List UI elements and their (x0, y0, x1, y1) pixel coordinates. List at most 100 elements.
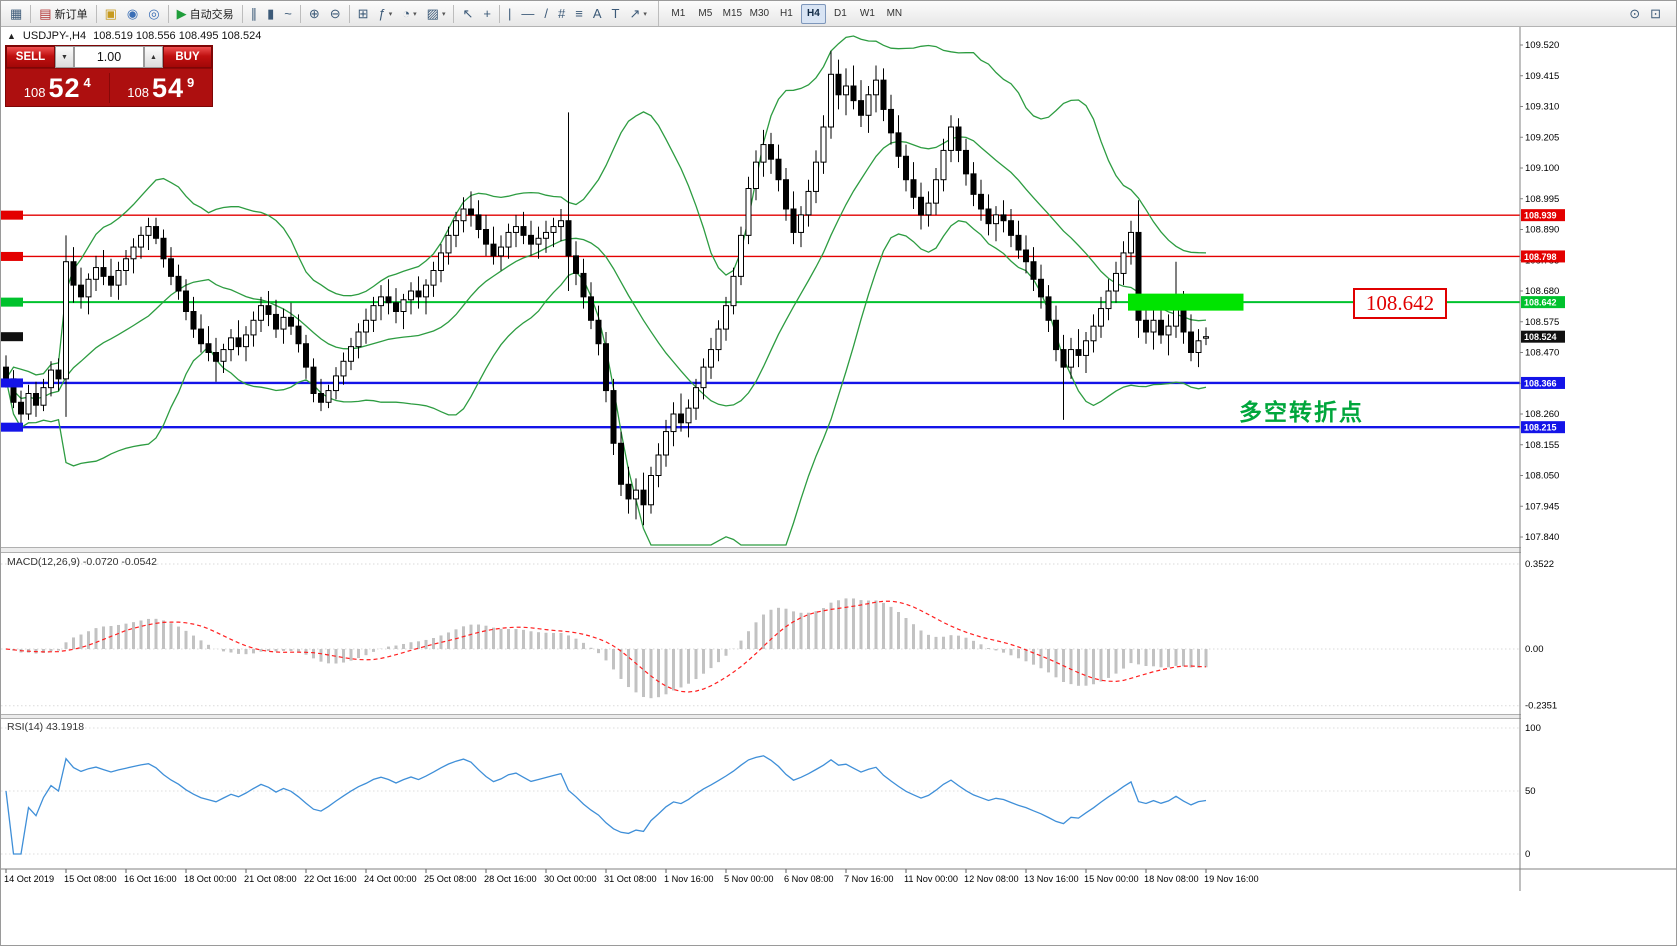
svg-text:12 Nov 08:00: 12 Nov 08:00 (964, 874, 1019, 884)
svg-text:108.155: 108.155 (1525, 440, 1559, 451)
arrows-tool-button[interactable]: ↗ ▾ (624, 3, 651, 25)
svg-text:109.520: 109.520 (1525, 40, 1559, 51)
chevron-up-icon: ▲ (150, 53, 157, 61)
label-tool-button[interactable]: T (607, 3, 625, 25)
search-button[interactable]: ⊙ (1624, 3, 1645, 25)
volume-decrease-button[interactable]: ▼ (55, 46, 74, 68)
indicators-list-icon: ƒ (378, 6, 386, 21)
symbol-title: USDJPY-,H4 (22, 30, 87, 42)
profiles-icon: ◉ (126, 6, 139, 21)
fibonacci-tool-icon: ≡ (575, 6, 583, 21)
price-callout[interactable]: 108.642 (1353, 288, 1447, 319)
buy-price-quote[interactable]: 108 54 9 (110, 73, 213, 102)
zoom-out-icon: ⊖ (329, 6, 341, 21)
new-order-icon: ▤ (39, 6, 52, 21)
buy-price-big-figure: 54 (151, 73, 184, 103)
toolbar-separator (167, 4, 169, 23)
profiles-button[interactable]: ◉ (122, 3, 143, 25)
buy-button[interactable]: BUY (163, 46, 212, 68)
pivot-annotation[interactable]: 多空转折点 (1239, 400, 1364, 425)
rsi-indicator (1, 727, 1520, 855)
svg-text:6 Nov 08:00: 6 Nov 08:00 (784, 874, 834, 884)
quote-divider (108, 72, 110, 103)
sell-price-prefix: 108 (23, 85, 46, 100)
price-axis[interactable]: 109.520 109.415 109.310 109.205 109.100 108.9… (1519, 27, 1677, 891)
timeframe-h4-button[interactable]: H4 (800, 3, 826, 24)
svg-text:109.415: 109.415 (1525, 71, 1559, 82)
text-tool-button[interactable]: A (588, 3, 607, 25)
highlight-zone[interactable] (1128, 293, 1244, 311)
zoom-in-button[interactable]: ⊕ (304, 3, 325, 25)
new-order-label: 新订单 (54, 8, 88, 21)
candlestick-mode-button[interactable]: ▮ (262, 3, 279, 25)
timeframe-d1-button[interactable]: D1 (828, 4, 853, 24)
toolbar-separator (498, 4, 500, 23)
svg-text:108.642: 108.642 (1524, 298, 1557, 308)
svg-text:0.3522: 0.3522 (1525, 559, 1554, 570)
svg-text:108.575: 108.575 (1525, 317, 1559, 328)
svg-text:28 Oct 16:00: 28 Oct 16:00 (484, 874, 537, 884)
timeframe-m1-button[interactable]: M1 (666, 4, 691, 24)
line-chart-mode-button[interactable]: ~ (279, 3, 297, 25)
svg-text:108.260: 108.260 (1525, 409, 1559, 420)
toolbar: ▦ ▤ 新订单 ▣ ◉ ◎ ▶ 自动交易 ∥ ▮ ~ ⊕ ⊖ ⊞ ƒ ▾ ◔ ▾ ▨ ▾ ↖ + | — / # ≡ A T ↗ ▾ M1 M… (1, 1, 1676, 27)
chevron-down-icon: ▾ (441, 10, 446, 18)
svg-text:14 Oct 2019: 14 Oct 2019 (4, 874, 54, 884)
timeframe-m15-button[interactable]: M15 (720, 4, 745, 24)
indicators-list-button[interactable]: ƒ ▾ (374, 3, 398, 25)
chart-template-button[interactable]: ▣ (100, 3, 122, 25)
period-menu-button[interactable]: ◔ ▾ (397, 3, 421, 25)
trendline-tool-button[interactable]: / (539, 3, 553, 25)
horizontal-line-objects[interactable] (1, 214, 1520, 429)
timeframe-h1-button[interactable]: H1 (774, 4, 799, 24)
template-menu-button[interactable]: ▨ ▾ (422, 3, 451, 25)
line-chart-mode-icon: ~ (284, 6, 292, 21)
sell-price-pipette: 4 (83, 75, 91, 90)
panel-collapse-icon[interactable]: ▲ (7, 31, 16, 41)
svg-text:16 Oct 16:00: 16 Oct 16:00 (124, 874, 177, 884)
community-icon: ◎ (148, 6, 160, 21)
community-button[interactable]: ◎ (143, 3, 164, 25)
svg-text:109.205: 109.205 (1525, 132, 1559, 143)
crosshair-tool-button[interactable]: + (478, 3, 496, 25)
rsi-label: RSI(14) 43.1918 (7, 721, 85, 733)
timeframe-mn-button[interactable]: MN (882, 4, 907, 24)
horizontal-line-tool-button[interactable]: — (516, 3, 539, 25)
fibonacci-tool-button[interactable]: ≡ (570, 3, 588, 25)
new-order-button[interactable]: ▤ 新订单 (34, 3, 92, 25)
new-chart-button[interactable]: ▦ (5, 3, 27, 25)
timeframe-w1-button[interactable]: W1 (855, 4, 880, 24)
time-axis[interactable]: 14 Oct 2019 15 Oct 08:00 16 Oct 16:00 18 Oc… (1, 868, 1677, 884)
panel-separators (1, 547, 1676, 719)
crosshair-tool-icon: + (483, 6, 491, 21)
chat-button[interactable]: ⊡ (1645, 3, 1666, 25)
volume-increase-button[interactable]: ▲ (144, 46, 163, 68)
macd-label: MACD(12,26,9) -0.0720 -0.0542 (7, 556, 157, 568)
svg-text:5 Nov 00:00: 5 Nov 00:00 (724, 874, 774, 884)
svg-text:108.995: 108.995 (1525, 194, 1559, 205)
sell-button[interactable]: SELL (6, 46, 55, 68)
svg-text:109.310: 109.310 (1525, 102, 1559, 113)
vertical-line-tool-button[interactable]: | (503, 3, 516, 25)
timeframe-m5-button[interactable]: M5 (693, 4, 718, 24)
svg-text:0.00: 0.00 (1525, 644, 1544, 655)
zoom-in-icon: ⊕ (308, 6, 320, 21)
svg-text:50: 50 (1525, 786, 1536, 797)
volume-input[interactable]: 1.00 (74, 46, 144, 68)
zoom-out-button[interactable]: ⊖ (325, 3, 346, 25)
sell-price-quote[interactable]: 108 52 4 (6, 73, 109, 102)
svg-text:107.945: 107.945 (1525, 501, 1559, 512)
channel-tool-button[interactable]: # (553, 3, 570, 25)
auto-trading-button[interactable]: ▶ 自动交易 (172, 3, 239, 25)
cursor-tool-button[interactable]: ↖ (457, 3, 478, 25)
svg-text:30 Oct 00:00: 30 Oct 00:00 (544, 874, 597, 884)
candlestick-mode-icon: ▮ (267, 6, 275, 21)
macd-indicator (1, 563, 1520, 707)
timeframe-m30-button[interactable]: M30 (747, 4, 772, 24)
search-icon: ⊙ (1629, 6, 1641, 21)
auto-trading-icon: ▶ (176, 6, 187, 21)
bar-chart-mode-button[interactable]: ∥ (246, 3, 263, 25)
sell-price-big-figure: 52 (48, 73, 81, 103)
tile-windows-button[interactable]: ⊞ (353, 3, 374, 25)
